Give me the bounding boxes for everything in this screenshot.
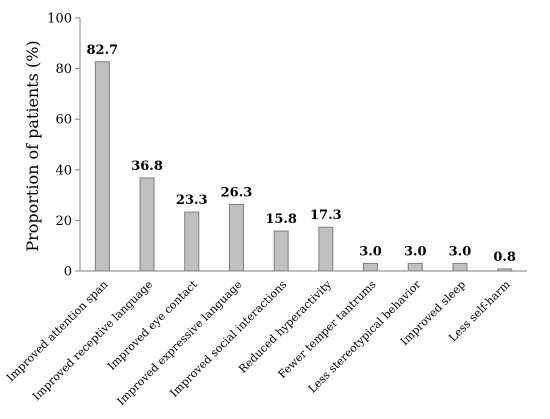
bar bbox=[139, 177, 155, 272]
data-label: 3.0 bbox=[404, 244, 427, 259]
data-label: 82.7 bbox=[87, 43, 119, 58]
data-label: 23.3 bbox=[176, 193, 208, 208]
data-label: 36.8 bbox=[131, 159, 163, 174]
category-label: Improved eye contact bbox=[105, 278, 200, 373]
data-label: 26.3 bbox=[221, 185, 253, 200]
data-label: 15.8 bbox=[265, 212, 297, 227]
y-tick-label: 0 bbox=[64, 265, 72, 280]
data-labels: 82.7 36.8 23.3 26.3 15.8 17.3 3.0 3.0 3.0 0.8 bbox=[87, 43, 516, 265]
bar bbox=[94, 61, 110, 272]
data-label: 17.3 bbox=[310, 208, 342, 223]
bar bbox=[318, 226, 334, 272]
y-tick-label: 20 bbox=[55, 214, 72, 229]
data-label: 0.8 bbox=[493, 250, 516, 265]
y-tick-label: 60 bbox=[55, 113, 72, 128]
y-axis-title: Proportion of patients (%) bbox=[23, 40, 42, 251]
bar bbox=[407, 262, 423, 272]
bar bbox=[363, 262, 379, 272]
bars bbox=[94, 61, 513, 272]
bar bbox=[184, 211, 200, 272]
bar bbox=[273, 230, 289, 272]
bar bbox=[228, 203, 244, 272]
data-label: 3.0 bbox=[359, 244, 382, 259]
data-label: 3.0 bbox=[449, 244, 472, 259]
y-tick-label: 80 bbox=[55, 62, 72, 77]
y-tick-label: 40 bbox=[55, 163, 72, 178]
y-tick-label: 100 bbox=[47, 12, 72, 27]
y-axis-ticks: 0 20 40 60 80 100 bbox=[47, 12, 80, 280]
bar bbox=[452, 262, 468, 272]
